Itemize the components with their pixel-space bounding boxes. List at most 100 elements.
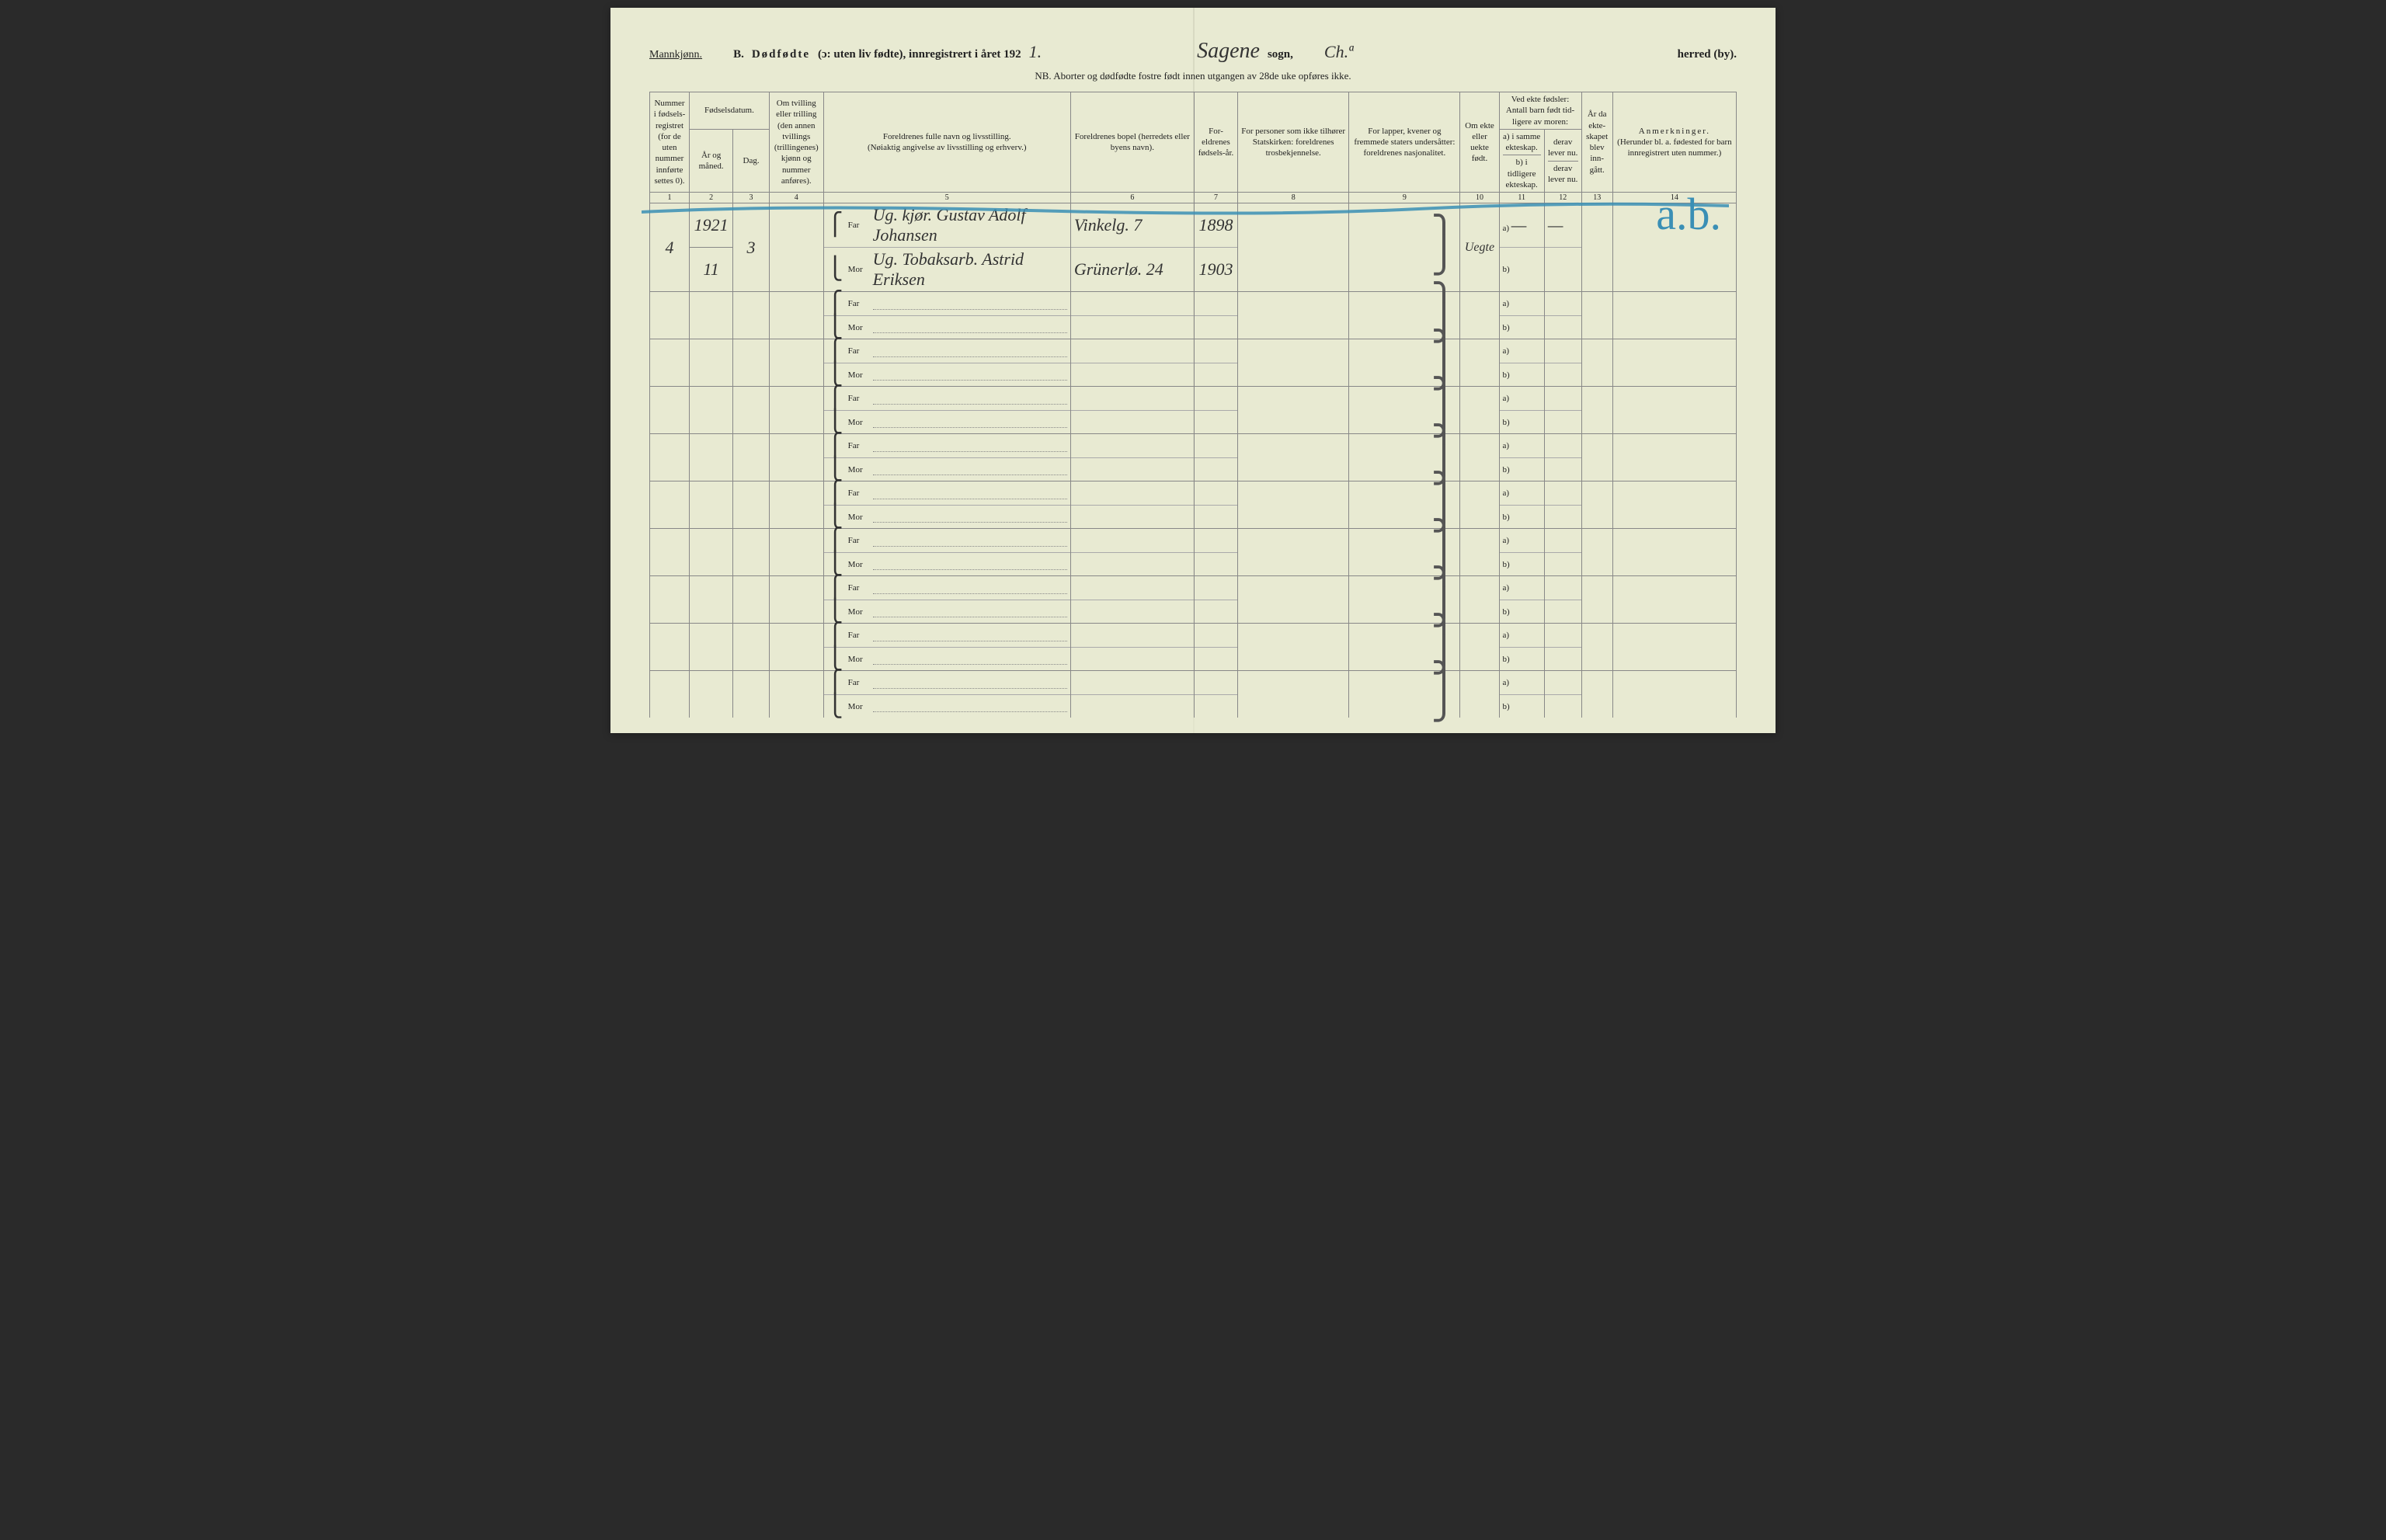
year-handwritten: 1. xyxy=(1029,42,1042,62)
a-label: a) xyxy=(1499,292,1544,316)
cell-remarks xyxy=(1612,203,1736,292)
a-label: a) xyxy=(1499,529,1544,553)
mor-label: Mor xyxy=(848,702,868,711)
mor-label: Mor xyxy=(848,370,868,380)
cell-marriage-year xyxy=(1581,203,1612,292)
cell-mor: ⎩Mor xyxy=(823,457,1070,481)
colnum: 7 xyxy=(1194,193,1237,203)
colnum: 4 xyxy=(769,193,823,203)
a-label: a) xyxy=(1499,481,1544,506)
document-page: Mannkjønn. B. Dødfødte (ɔ: uten liv født… xyxy=(610,8,1776,733)
brace-open-icon: ⎧ xyxy=(827,393,843,404)
herred-label: herred (by). xyxy=(1678,48,1737,61)
b-label: b) xyxy=(1499,552,1544,576)
cell-far: ⎧Far xyxy=(823,624,1070,648)
table-row: ⎧Far ⎫⎭ a) xyxy=(650,434,1737,458)
far-label: Far xyxy=(848,488,868,498)
cell-father-name: ⎧ Far Ug. kjør. Gustav Adolf Johansen xyxy=(823,203,1070,248)
cell-mor: ⎩Mor xyxy=(823,694,1070,718)
table-header: Nummer i fødsels-registret (for de uten … xyxy=(650,92,1737,203)
brace-open-icon: ⎩ xyxy=(827,654,843,665)
cell-ekte: Uegte xyxy=(1460,203,1499,292)
col-header-year-month: År og måned. xyxy=(690,129,733,192)
gender-label: Mannkjønn. xyxy=(649,49,702,61)
cell-far: ⎧ Far xyxy=(823,434,1070,458)
brace-open-icon: ⎧ xyxy=(827,346,843,356)
brace-open-icon: ⎧ xyxy=(827,630,843,641)
brace-open-icon: ⎧ xyxy=(827,220,843,231)
mor-label: Mor xyxy=(848,655,868,664)
brace-open-icon: ⎧ xyxy=(827,582,843,593)
brace-open-icon: ⎩ xyxy=(827,322,843,333)
mor-label: Mor xyxy=(848,418,868,427)
a-label: a) xyxy=(1503,224,1510,233)
a-label: a) xyxy=(1499,339,1544,363)
far-label: Far xyxy=(848,394,868,403)
mor-label: Mor xyxy=(848,513,868,522)
subheader-note: NB. Aborter og dødfødte fostre født inne… xyxy=(649,70,1737,82)
cell-derav: — xyxy=(1544,203,1581,248)
a-label: a) xyxy=(1499,671,1544,694)
brace-open-icon: ⎩ xyxy=(827,370,843,381)
col-header-marriage-year: År da ekte-skapet blev inn-gått. xyxy=(1581,92,1612,193)
colnum: 12 xyxy=(1544,193,1581,203)
cell-father-addr: Vinkelg. 7 xyxy=(1070,203,1194,248)
cell-mor: ⎩Mor xyxy=(823,505,1070,529)
col10b: b) i tidligere ekteskap. xyxy=(1503,157,1541,190)
b-label: b) xyxy=(1499,363,1544,387)
brace-open-icon: ⎧ xyxy=(827,440,843,451)
table-row: ⎧Far ⎫⎭ a) xyxy=(650,387,1737,411)
column-number-row: 1 2 3 4 5 6 7 8 9 10 11 12 13 14 xyxy=(650,193,1737,203)
far-label: Far xyxy=(848,583,868,593)
cell-mor: ⎩Mor xyxy=(823,552,1070,576)
cell-nationality: ⎫⎭ xyxy=(1349,203,1460,292)
colnum: 14 xyxy=(1612,193,1736,203)
title-bold: Dødfødte xyxy=(752,48,810,61)
table-row: ⎧Far ⎫⎭ a) xyxy=(650,576,1737,600)
col10d: derav lever nu. xyxy=(1548,163,1578,186)
col-header-remarks: Anmerkninger. (Herunder bl. a. fødested … xyxy=(1612,92,1736,193)
table-row: 4 1921 3 ⎧ Far Ug. kjør. Gustav Adolf Jo… xyxy=(650,203,1737,248)
cell-far: ⎧ Far xyxy=(823,529,1070,553)
far-label: Far xyxy=(848,536,868,545)
father-name-value: Ug. kjør. Gustav Adolf Johansen xyxy=(873,205,1067,245)
b-label: b) xyxy=(1499,505,1544,529)
colnum: 6 xyxy=(1070,193,1194,203)
cell-number: 4 xyxy=(650,203,690,292)
cell-derav-b xyxy=(1544,248,1581,292)
b-label: b) xyxy=(1499,600,1544,624)
cell-far: ⎧ Far xyxy=(823,576,1070,600)
mor-label: Mor xyxy=(848,265,868,274)
cell-religion xyxy=(1238,203,1349,292)
section-letter: B. xyxy=(733,48,744,61)
brace-open-icon: ⎩ xyxy=(827,607,843,617)
a-val: — xyxy=(1511,215,1527,235)
a-label: a) xyxy=(1499,576,1544,600)
sogn-label: sogn, xyxy=(1268,48,1293,61)
b-label: b) xyxy=(1499,410,1544,434)
col-header-derav: derav lever nu. derav lever nu. xyxy=(1544,129,1581,192)
col-header-day: Dag. xyxy=(733,129,770,192)
mother-name-value: Ug. Tobaksarb. Astrid Eriksen xyxy=(873,249,1067,290)
brace-open-icon: ⎩ xyxy=(827,417,843,428)
col-header-same-marriage: a) i samme ekteskap. b) i tidligere ekte… xyxy=(1499,129,1544,192)
col10a: a) i samme ekteskap. xyxy=(1503,131,1541,156)
cell-mother-name: ⎩ Mor Ug. Tobaksarb. Astrid Eriksen xyxy=(823,248,1070,292)
mor-label: Mor xyxy=(848,465,868,475)
far-label: Far xyxy=(848,441,868,450)
table-row: ⎧Far ⎫⎭ a) xyxy=(650,624,1737,648)
cell-mor: ⎩Mor xyxy=(823,600,1070,624)
b-label: b) xyxy=(1499,457,1544,481)
far-label: Far xyxy=(848,346,868,356)
table-body: 4 1921 3 ⎧ Far Ug. kjør. Gustav Adolf Jo… xyxy=(650,203,1737,718)
colnum: 5 xyxy=(823,193,1070,203)
far-label: Far xyxy=(848,678,868,687)
mor-label: Mor xyxy=(848,323,868,332)
b-label: b) xyxy=(1499,647,1544,671)
cell-mother-year: 1903 xyxy=(1194,248,1237,292)
brace-open-icon: ⎧ xyxy=(827,535,843,546)
herred-handwritten: Ch.ª xyxy=(1324,42,1353,62)
col-header-remarks-b: (Herunder bl. a. fødested for barn innre… xyxy=(1616,137,1733,159)
col-header-remarks-a: Anmerkninger. xyxy=(1616,126,1733,137)
col-header-birthdate: Fødselsdatum. xyxy=(690,92,770,130)
